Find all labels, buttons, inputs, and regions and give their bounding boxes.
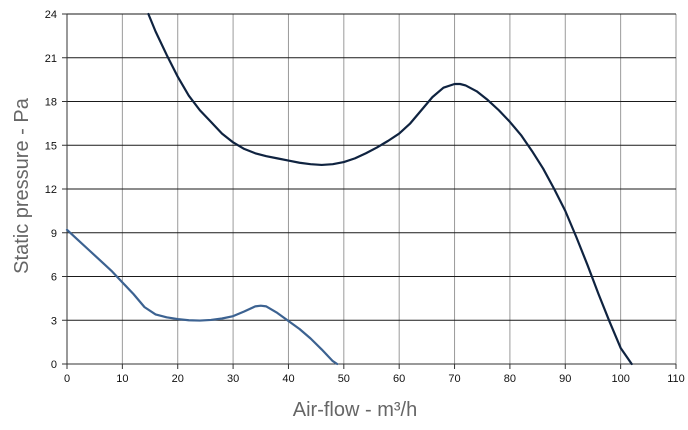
x-axis-title: Air-flow - m³/h [293, 399, 417, 421]
x-axis-ticks: 0 10 20 30 40 50 60 70 80 90 100 110 [64, 364, 685, 385]
y-axis-ticks: 0 3 6 9 12 15 18 21 24 [45, 9, 67, 371]
series-line-1 [147, 12, 633, 366]
y-tick-label-15: 15 [45, 140, 57, 152]
y-tick-label-18: 18 [45, 97, 57, 109]
x-tick-label-0: 0 [64, 373, 70, 385]
y-tick-label-6: 6 [51, 272, 57, 284]
series-line-2 [65, 228, 339, 366]
x-tick-label-90: 90 [559, 373, 571, 385]
y-tick-label-9: 9 [51, 228, 57, 240]
y-tick-label-24: 24 [45, 9, 57, 21]
x-tick-label-60: 60 [393, 373, 405, 385]
x-tick-label-80: 80 [504, 373, 516, 385]
x-tick-label-110: 110 [667, 373, 685, 385]
x-tick-label-30: 30 [227, 373, 239, 385]
x-tick-label-10: 10 [116, 373, 128, 385]
y-axis-title: Static pressure - Pa [11, 97, 33, 274]
series-group [65, 12, 633, 366]
x-tick-label-40: 40 [282, 373, 294, 385]
y-tick-label-3: 3 [51, 315, 57, 327]
x-tick-label-50: 50 [338, 373, 350, 385]
x-tick-label-70: 70 [448, 373, 460, 385]
y-tick-label-12: 12 [45, 184, 57, 196]
x-tick-label-20: 20 [172, 373, 184, 385]
y-tick-label-21: 21 [45, 53, 57, 65]
x-tick-label-100: 100 [611, 373, 629, 385]
y-tick-label-0: 0 [51, 359, 57, 371]
